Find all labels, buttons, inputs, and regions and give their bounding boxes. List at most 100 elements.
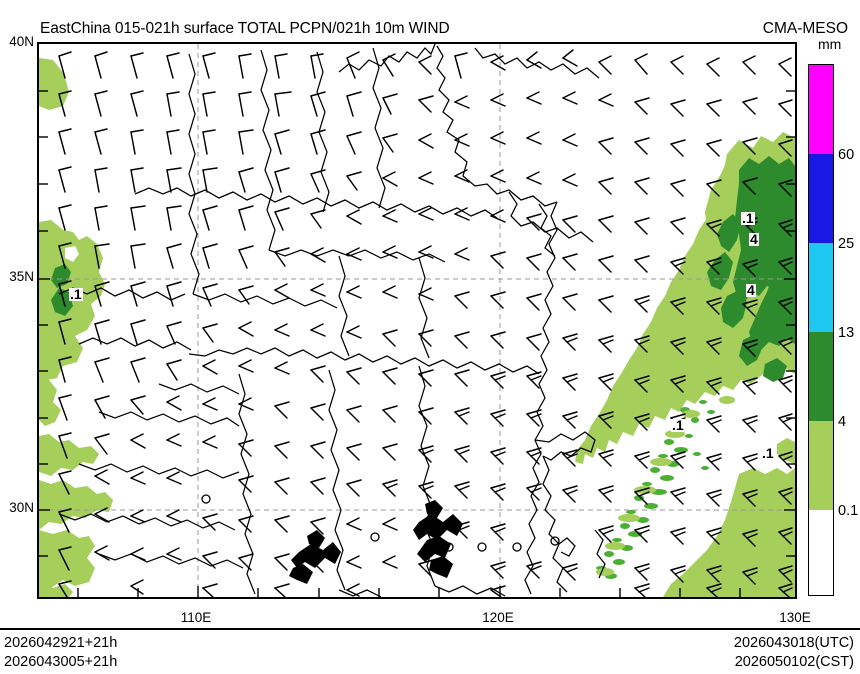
- wind-barb: [706, 527, 722, 545]
- precip-band-light: [39, 374, 61, 426]
- precip-band-light: [39, 480, 113, 530]
- wind-barb: [670, 99, 686, 117]
- wind-barb: [562, 133, 578, 147]
- wind-barb: [526, 91, 542, 105]
- wind-barb: [634, 177, 650, 195]
- precip-band-dark: [707, 252, 733, 290]
- wind-barb: [706, 297, 722, 315]
- wind-barb: [346, 555, 362, 569]
- wind-barb: [526, 333, 542, 351]
- x-tick-label-110E: 110E: [180, 610, 212, 625]
- wind-barb: [670, 179, 686, 197]
- wind-barb: [166, 167, 182, 193]
- wind-barb: [310, 403, 326, 421]
- wind-barb: [418, 55, 432, 75]
- wind-barb: [706, 99, 722, 117]
- wind-barb: [166, 321, 182, 345]
- wind-barb: [670, 55, 684, 75]
- wind-barb: [58, 51, 72, 79]
- wind-barb: [238, 129, 254, 155]
- wind-barb: [94, 90, 108, 117]
- wind-barb: [490, 55, 506, 71]
- wind-barb: [670, 217, 686, 235]
- footer-valid-cst: 2026050102(CST): [734, 654, 854, 670]
- wind-barb: [490, 483, 506, 501]
- wind-barb: [454, 207, 470, 221]
- wind-barb: [562, 173, 578, 187]
- wind-barb: [94, 205, 108, 231]
- wind-barb: [598, 255, 614, 273]
- wind-barb: [58, 508, 72, 533]
- wind-barb: [418, 369, 434, 387]
- colorbar[interactable]: [808, 64, 834, 596]
- wind-barb: [598, 93, 614, 107]
- wind-barb: [274, 441, 290, 459]
- wind-barb: [778, 219, 793, 237]
- wind-barb: [634, 53, 648, 75]
- wind-barb: [274, 361, 290, 375]
- wind-barb: [742, 177, 758, 195]
- precip-hole: [65, 246, 79, 262]
- wind-barb: [670, 527, 686, 545]
- map-plot-area[interactable]: .1 .1 4 4 .1 .1: [37, 42, 797, 599]
- wind-barb: [130, 509, 146, 523]
- wind-barb: [634, 255, 650, 273]
- precip-band-dark: [51, 288, 73, 316]
- wind-barb: [310, 517, 326, 535]
- wind-barb: [382, 209, 398, 223]
- y-tick-label-35N: 35N: [9, 269, 34, 284]
- wind-barb: [382, 405, 398, 423]
- wind-barb: [742, 339, 758, 357]
- precip-band-dark: [749, 272, 795, 350]
- precip-shading-layer: [39, 58, 795, 597]
- precip-band-light: [39, 584, 73, 597]
- precip-band-dark: [739, 334, 763, 366]
- wind-barb: [562, 293, 578, 311]
- wind-barb: [706, 179, 722, 197]
- wind-barb: [58, 90, 72, 117]
- wind-barb: [130, 205, 146, 231]
- wind-barb: [274, 515, 290, 533]
- wind-barb: [238, 553, 254, 571]
- wind-barb: [490, 251, 506, 269]
- wind-barb: [202, 513, 218, 531]
- wind-barb: [778, 527, 793, 545]
- wind-barb: [598, 411, 614, 429]
- wind-barb: [454, 407, 470, 425]
- wind-barb: [130, 579, 144, 595]
- wind-barb: [706, 337, 722, 355]
- contour-label: .1: [69, 286, 83, 302]
- wind-barb: [742, 259, 758, 277]
- wind-barb: [382, 479, 398, 497]
- wind-barb: [166, 281, 182, 307]
- page-title: EastChina 015-021h surface TOTAL PCPN/02…: [40, 20, 450, 37]
- wind-barb: [130, 395, 146, 415]
- wind-barb: [202, 359, 218, 375]
- precip-speckle-light: [596, 396, 735, 576]
- wind-barb: [58, 356, 72, 383]
- wind-barb: [742, 489, 758, 507]
- wind-barb: [238, 439, 254, 457]
- wind-barb: [706, 57, 720, 77]
- wind-barb: [454, 445, 470, 463]
- wind-barb: [634, 451, 650, 469]
- wind-barb: [454, 247, 470, 261]
- wind-barb-layer: [58, 49, 793, 597]
- wind-barb: [202, 551, 218, 569]
- wind-barb: [202, 243, 218, 269]
- wind-barb: [166, 91, 180, 117]
- wind-barb: [562, 215, 578, 233]
- wind-barb: [346, 443, 362, 461]
- wind-barb: [598, 177, 614, 195]
- x-tick-label-120E: 120E: [482, 610, 514, 625]
- wind-barb: [274, 583, 290, 597]
- wind-barb: [310, 169, 326, 193]
- wind-barb: [778, 451, 793, 469]
- wind-barb: [58, 166, 72, 193]
- wind-barb: [238, 285, 254, 305]
- wind-barb: [526, 253, 542, 271]
- wind-barb: [562, 449, 578, 467]
- wind-barb: [778, 487, 793, 505]
- wind-barb: [742, 55, 756, 75]
- wind-barb: [238, 205, 254, 231]
